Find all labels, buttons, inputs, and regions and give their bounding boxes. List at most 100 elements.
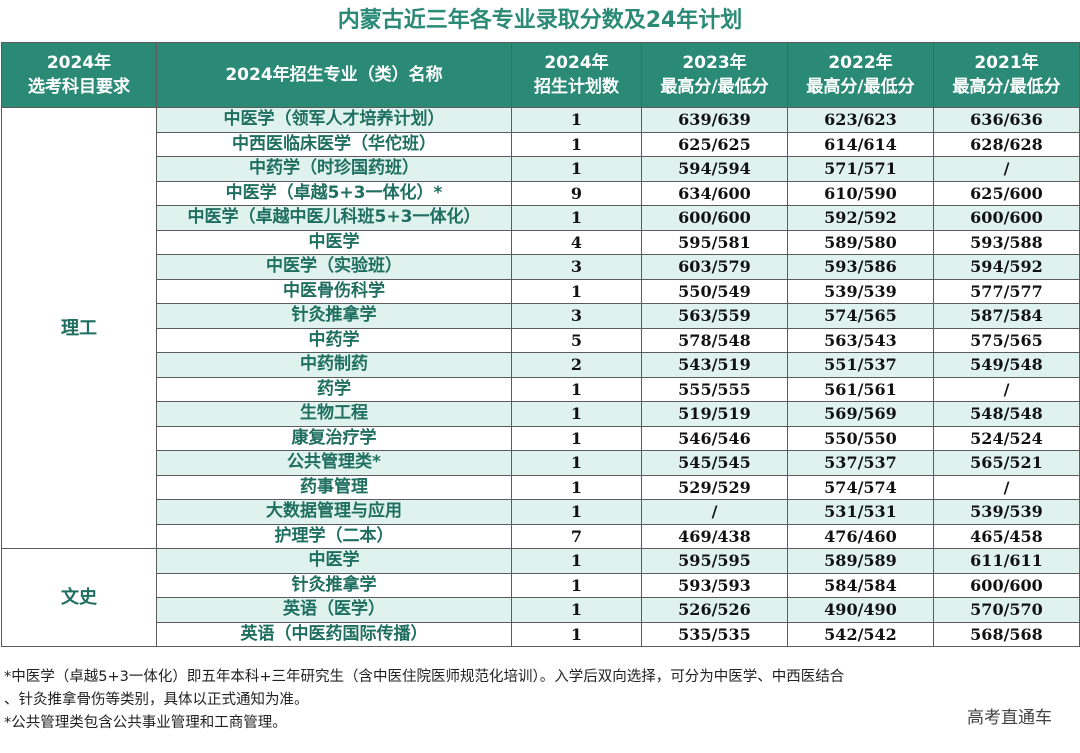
- score-2021-cell: 539/539: [933, 499, 1080, 525]
- plan-count-cell: 1: [511, 376, 642, 402]
- plan-count-cell: 1: [511, 597, 642, 623]
- score-2022-cell: 592/592: [787, 205, 934, 231]
- major-cell: 护理学（二本）: [156, 523, 512, 549]
- plan-count-cell: 2: [511, 352, 642, 378]
- major-cell: 康复治疗学: [156, 425, 512, 451]
- score-2021-cell: 594/592: [933, 254, 1080, 280]
- score-2022-cell: 589/589: [787, 548, 934, 574]
- score-2021-cell: /: [933, 376, 1080, 402]
- score-2021-cell: 565/521: [933, 450, 1080, 476]
- score-2021-cell: 575/565: [933, 327, 1080, 353]
- plan-count-cell: 1: [511, 548, 642, 574]
- score-2023-cell: 555/555: [641, 376, 788, 402]
- score-2022-cell: 610/590: [787, 180, 934, 206]
- major-cell: 中药学: [156, 327, 512, 353]
- table-row: 英语（中医药国际传播） 1 535/535 542/542 568/568: [2, 621, 1080, 647]
- major-cell: 针灸推拿学: [156, 572, 512, 598]
- score-2023-cell: 543/519: [641, 352, 788, 378]
- table-row: 针灸推拿学 1 593/593 584/584 600/600: [2, 572, 1080, 598]
- header-subject-requirement: 2024年 选考科目要求: [1, 42, 157, 108]
- score-2022-cell: 623/623: [787, 107, 934, 133]
- major-cell: 中医学（卓越中医儿科班5+3一体化）: [156, 205, 512, 231]
- table-row: 中医学（卓越中医儿科班5+3一体化） 1 600/600 592/592 600/600: [2, 205, 1080, 231]
- plan-count-cell: 1: [511, 278, 642, 304]
- plan-count-cell: 7: [511, 523, 642, 549]
- plan-count-cell: 1: [511, 107, 642, 133]
- plan-count-cell: 9: [511, 180, 642, 206]
- header-major-name: 2024年招生专业（类）名称: [156, 42, 512, 108]
- table-row: 针灸推拿学 3 563/559 574/565 587/584: [2, 303, 1080, 329]
- plan-count-cell: 1: [511, 499, 642, 525]
- score-2023-cell: 563/559: [641, 303, 788, 329]
- major-cell: 中医学: [156, 229, 512, 255]
- score-2022-cell: 563/543: [787, 327, 934, 353]
- score-2023-cell: 595/581: [641, 229, 788, 255]
- score-2022-cell: 571/571: [787, 156, 934, 182]
- score-2022-cell: 531/531: [787, 499, 934, 525]
- score-2021-cell: 548/548: [933, 401, 1080, 427]
- major-cell: 中医学（领军人才培养计划）: [156, 107, 512, 133]
- score-2022-cell: 476/460: [787, 523, 934, 549]
- score-2023-cell: 600/600: [641, 205, 788, 231]
- score-2021-cell: 628/628: [933, 131, 1080, 157]
- major-cell: 药事管理: [156, 474, 512, 500]
- score-2021-cell: 568/568: [933, 621, 1080, 647]
- major-cell: 公共管理类*: [156, 450, 512, 476]
- score-2022-cell: 574/565: [787, 303, 934, 329]
- score-2021-cell: 587/584: [933, 303, 1080, 329]
- header-score-2022: 2022年 最高分/最低分: [787, 42, 934, 108]
- table-row: 中医骨伤科学 1 550/549 539/539 577/577: [2, 278, 1080, 304]
- footnote-line: *中医学（卓越5+3一体化）即五年本科+三年研究生（含中医住院医师规范化培训）。…: [4, 669, 845, 685]
- table-row: 中西医临床医学（华佗班） 1 625/625 614/614 628/628: [2, 131, 1080, 157]
- plan-count-cell: 1: [511, 131, 642, 157]
- score-2022-cell: 569/569: [787, 401, 934, 427]
- score-2023-cell: /: [641, 499, 788, 525]
- score-2023-cell: 546/546: [641, 425, 788, 451]
- score-2023-cell: 519/519: [641, 401, 788, 427]
- plan-count-cell: 4: [511, 229, 642, 255]
- score-2022-cell: 589/580: [787, 229, 934, 255]
- plan-count-cell: 1: [511, 205, 642, 231]
- table-row: 大数据管理与应用 1/531/531 539/539: [2, 499, 1080, 525]
- score-2022-cell: 574/574: [787, 474, 934, 500]
- score-2022-cell: 550/550: [787, 425, 934, 451]
- score-2021-cell: 524/524: [933, 425, 1080, 451]
- score-2021-cell: 611/611: [933, 548, 1080, 574]
- score-2021-cell: /: [933, 474, 1080, 500]
- header-plan-count: 2024年 招生计划数: [511, 42, 642, 108]
- table-row: 护理学（二本） 7 469/438 476/460 465/458: [2, 523, 1080, 549]
- score-2021-cell: 600/600: [933, 205, 1080, 231]
- score-2021-cell: 593/588: [933, 229, 1080, 255]
- table-row: 英语（医学） 1 526/526 490/490 570/570: [2, 597, 1080, 623]
- table-row: 中医学（实验班） 3 603/579 593/586 594/592: [2, 254, 1080, 280]
- plan-count-cell: 3: [511, 254, 642, 280]
- table-row: 中医学（卓越5+3一体化）* 9 634/600 610/590 625/600: [2, 180, 1080, 206]
- table-row: 生物工程 1 519/519 569/569 548/548: [2, 401, 1080, 427]
- major-cell: 中医骨伤科学: [156, 278, 512, 304]
- score-2022-cell: 584/584: [787, 572, 934, 598]
- major-cell: 中医学: [156, 548, 512, 574]
- header-score-2023: 2023年 最高分/最低分: [641, 42, 788, 108]
- table-row: 药学 1 555/555 561/561/: [2, 376, 1080, 402]
- major-cell: 生物工程: [156, 401, 512, 427]
- table-row: 公共管理类* 1 545/545 537/537 565/521: [2, 450, 1080, 476]
- score-2023-cell: 593/593: [641, 572, 788, 598]
- table-row: 中药学（时珍国药班） 1 594/594 571/571/: [2, 156, 1080, 182]
- major-cell: 中西医临床医学（华佗班）: [156, 131, 512, 157]
- table-row: 药事管理 1 529/529 574/574/: [2, 474, 1080, 500]
- score-2023-cell: 545/545: [641, 450, 788, 476]
- plan-count-cell: 1: [511, 572, 642, 598]
- score-2023-cell: 550/549: [641, 278, 788, 304]
- score-2022-cell: 551/537: [787, 352, 934, 378]
- major-cell: 中药制药: [156, 352, 512, 378]
- footnotes: *中医学（卓越5+3一体化）即五年本科+三年研究生（含中医住院医师规范化培训）。…: [4, 666, 1064, 735]
- table-row: 中药制药 2 543/519 551/537 549/548: [2, 352, 1080, 378]
- score-2023-cell: 594/594: [641, 156, 788, 182]
- score-2021-cell: 636/636: [933, 107, 1080, 133]
- major-cell: 中医学（实验班）: [156, 254, 512, 280]
- score-2021-cell: 465/458: [933, 523, 1080, 549]
- plan-count-cell: 3: [511, 303, 642, 329]
- footnote-line: 、针灸推拿骨伤等类别，具体以正式通知为准。: [4, 692, 309, 708]
- plan-count-cell: 1: [511, 450, 642, 476]
- score-2023-cell: 469/438: [641, 523, 788, 549]
